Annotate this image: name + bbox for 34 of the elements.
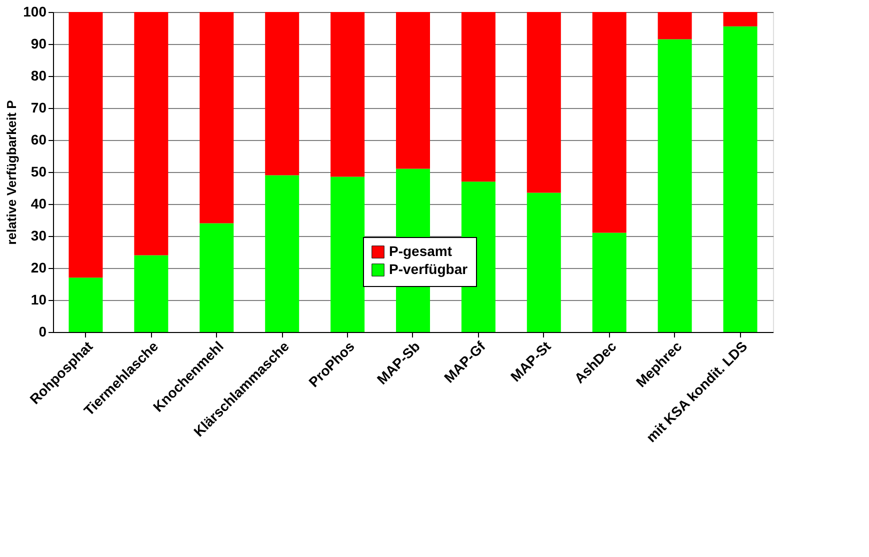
bar	[526, 12, 561, 193]
bar	[592, 232, 626, 332]
y-tick-label: 10	[30, 292, 47, 308]
y-axis-title: relative Verfügbarkeit P	[4, 100, 20, 245]
legend-label: P-verfügbar	[389, 261, 468, 277]
bar	[396, 12, 430, 169]
bar	[330, 176, 365, 332]
y-tick-label: 90	[30, 36, 47, 52]
y-tick-label: 70	[30, 100, 47, 116]
y-tick-label: 50	[30, 164, 47, 180]
bar	[200, 223, 234, 332]
bar	[658, 39, 692, 332]
y-tick-label: 60	[30, 132, 47, 148]
y-tick-label: 0	[38, 324, 47, 340]
legend-label: P-gesamt	[389, 243, 452, 259]
bar	[134, 255, 168, 332]
bar	[265, 175, 300, 332]
bar	[200, 12, 234, 224]
bar	[134, 12, 168, 256]
bar	[526, 192, 561, 332]
bar	[723, 12, 758, 26]
bar	[592, 12, 626, 233]
bar	[658, 12, 692, 40]
y-tick-label: 40	[30, 196, 47, 212]
y-tick-label: 20	[30, 260, 47, 276]
y-tick-label: 80	[30, 68, 47, 84]
bar	[265, 12, 300, 176]
bar	[68, 12, 103, 278]
bar	[330, 12, 365, 177]
y-tick-label: 100	[23, 4, 47, 20]
y-tick-label: 30	[30, 228, 47, 244]
bar	[723, 26, 758, 332]
bar	[68, 278, 103, 332]
bar	[461, 12, 496, 182]
